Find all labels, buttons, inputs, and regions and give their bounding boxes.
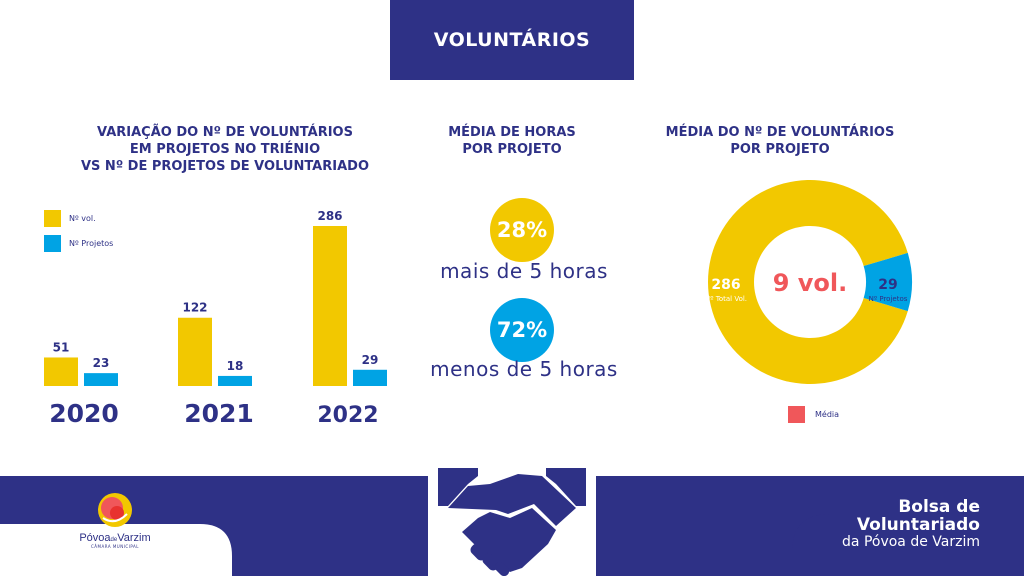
donut-center-value: 9 vol. <box>773 269 848 297</box>
legend-label-volunteers: Nº vol. <box>69 214 96 223</box>
brand-line-3: da Póvoa de Varzim <box>842 534 980 550</box>
donut-value-projects: 29 <box>878 277 897 293</box>
bar-legend: Nº vol. Nº Projetos <box>44 210 113 252</box>
page-title: VOLUNTÁRIOS <box>390 0 634 80</box>
variation-heading: VARIAÇÃO DO Nº DE VOLUNTÁRIOS EM PROJETO… <box>60 124 390 175</box>
hours-more-value: 28% <box>496 218 548 242</box>
hours-heading-line: MÉDIA DE HORAS <box>448 125 576 140</box>
donut-slice-volunteers <box>708 180 908 385</box>
municipal-logo: PóvoadeVarzim CÂMARA MUNICIPAL <box>70 492 160 549</box>
legend-label-media: Média <box>815 410 840 419</box>
bar-projects <box>84 373 118 386</box>
bar-value-label: 51 <box>53 340 70 354</box>
year-label: 2021 <box>184 399 254 428</box>
hours-heading: MÉDIA DE HORAS POR PROJETO <box>412 124 612 158</box>
hours-more-label: mais de 5 horas <box>440 259 608 283</box>
average-donut-chart: 286 Nº Total Vol. 29 Nº Projetos 9 vol. <box>705 180 912 385</box>
avg-heading-line: POR PROJETO <box>730 142 830 157</box>
bar-value-label: 286 <box>317 209 342 223</box>
municipal-logo-name: PóvoadeVarzim <box>70 532 160 544</box>
bar-value-label: 29 <box>362 353 379 367</box>
variation-heading-line: EM PROJETOS NO TRIÉNIO <box>129 142 321 157</box>
logo-name-de: de <box>110 537 118 543</box>
handshake-icon <box>438 468 586 576</box>
bar-value-label: 23 <box>93 356 110 370</box>
brand-line-2: Voluntariado <box>856 515 980 535</box>
bar-value-label: 122 <box>182 301 207 315</box>
variation-heading-line: VARIAÇÃO DO Nº DE VOLUNTÁRIOS <box>97 125 353 140</box>
donut-label-projects: Nº Projetos <box>869 295 908 303</box>
year-label: 2022 <box>317 403 378 428</box>
municipal-logo-icon <box>98 493 132 527</box>
donut-legend: Média <box>788 406 839 423</box>
avg-heading-line: MÉDIA DO Nº DE VOLUNTÁRIOS <box>665 125 895 140</box>
brand-block: Bolsa de Voluntariado da Póvoa de Varzim <box>760 499 980 551</box>
hours-heading-line: POR PROJETO <box>462 142 562 157</box>
bar-volunteers <box>178 317 212 386</box>
legend-item-volunteers: Nº vol. <box>44 210 113 227</box>
footer-band <box>0 476 1024 576</box>
bar-volunteers <box>313 226 347 386</box>
bar-value-label: 18 <box>227 359 244 373</box>
bar-projects <box>353 369 387 386</box>
logo-name-left: Póvoa <box>79 532 111 544</box>
bar-volunteers <box>44 357 78 386</box>
logo-name-right: Varzim <box>117 532 151 544</box>
hours-more-circle: 28% <box>490 198 554 262</box>
variation-heading-line: VS Nº DE PROJETOS DE VOLUNTARIADO <box>80 159 369 174</box>
brand-line-1: Bolsa de <box>898 497 980 517</box>
hours-less-circle: 72% <box>490 298 554 362</box>
donut-value-volunteers: 286 <box>711 277 740 293</box>
hours-less-value: 72% <box>496 318 548 342</box>
municipal-logo-sub: CÂMARA MUNICIPAL <box>91 544 139 549</box>
legend-swatch-projects <box>44 235 61 252</box>
year-label: 2020 <box>49 399 119 428</box>
hours-less-label: menos de 5 horas <box>430 357 618 381</box>
legend-swatch-volunteers <box>44 210 61 227</box>
donut-label-volunteers: Nº Total Vol. <box>705 295 747 303</box>
donut-slice-projects <box>863 252 912 312</box>
bar-projects <box>218 375 252 386</box>
legend-swatch-media <box>788 406 805 423</box>
avg-heading: MÉDIA DO Nº DE VOLUNTÁRIOS POR PROJETO <box>660 124 900 158</box>
legend-label-projects: Nº Projetos <box>69 239 114 248</box>
legend-item-projects: Nº Projetos <box>44 235 113 252</box>
volunteers-bar-chart: 51 23 2020 122 18 2021 286 29 2022 <box>44 209 387 428</box>
